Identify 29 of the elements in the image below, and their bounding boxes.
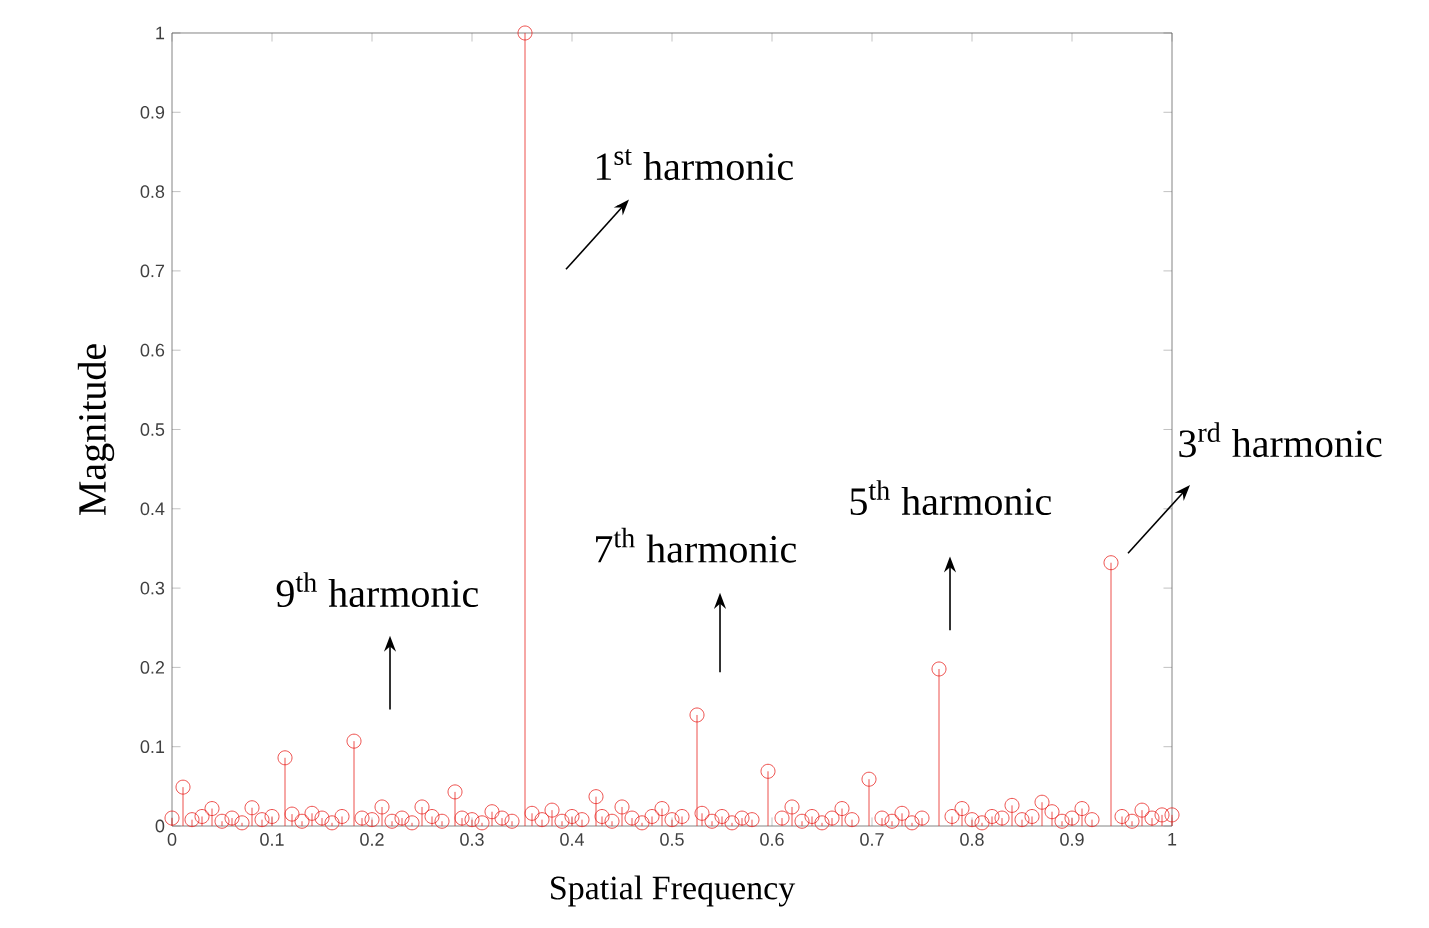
x-axis-title: Spatial Frequency [551,875,796,907]
x-tick-label: 0.3 [460,833,484,846]
x-tick-label: 0.6 [760,833,784,846]
y-tick-label: 0 [155,819,165,833]
y-tick-label: 0.3 [140,581,165,595]
x-tick-label: 0.5 [660,833,684,846]
y-tick-label: 0.6 [140,343,165,357]
y-tick-label: 0.5 [140,423,165,436]
annotation: 5$^{th}$ harmonic [850,480,1052,516]
annotation: 7$^{th}$ harmonic [596,527,797,563]
y-axis-title: Magnitude [77,344,115,515]
y-tick-label: 0.7 [140,264,165,278]
x-tick-label: 0.2 [360,833,384,846]
x-tick-label: 0.9 [1060,833,1084,846]
x-tick-label: 1 [1168,833,1177,846]
annotation: 9$^{th}$ harmonic [276,572,479,608]
y-tick-label: 1 [156,26,165,40]
x-tick-label: 0.4 [560,833,584,846]
y-tick-label: 0.1 [140,740,165,754]
x-tick-label: 0.8 [960,833,984,846]
y-tick-label: 0.9 [140,105,165,119]
text: 3$^{rd}$ harmonic [1179,422,1382,458]
y-tick-label: 0.4 [140,502,165,516]
y-tick-label: 0.8 [140,185,165,198]
y-tick-label: 0.2 [140,661,165,674]
x-tick-label: 0.1 [260,833,284,846]
annotation: 1$^{st}$ harmonic [596,149,793,181]
x-tick-label: 0.7 [860,833,884,846]
x-tick-label: 0 [167,833,177,846]
